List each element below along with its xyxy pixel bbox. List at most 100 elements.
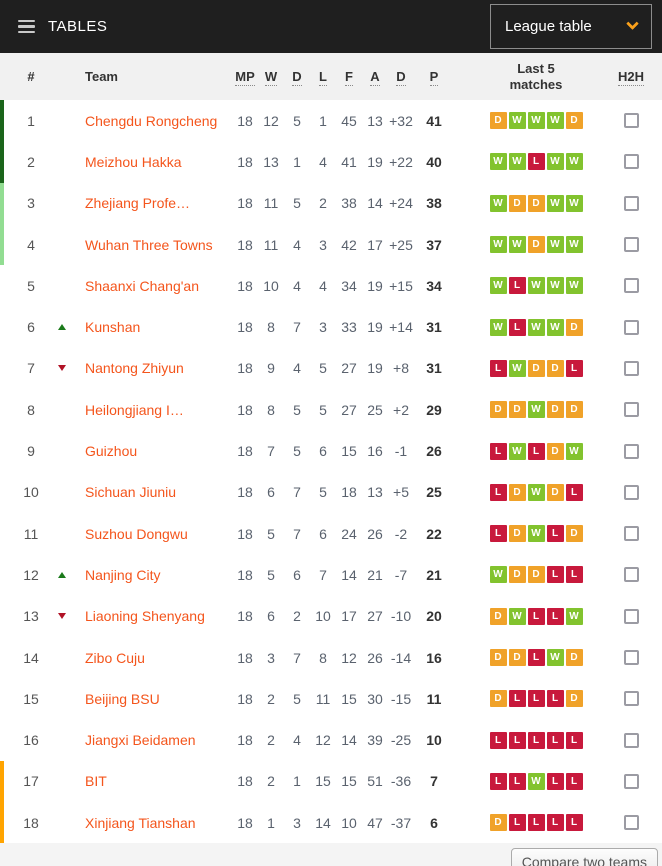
- form-badge[interactable]: D: [527, 194, 545, 212]
- table-row[interactable]: 16 Jiangxi Beidamen 18 2 4 12 14 39 -25 …: [0, 719, 662, 761]
- team-name[interactable]: Wuhan Three Towns: [85, 236, 213, 253]
- form-badge[interactable]: D: [489, 814, 507, 832]
- form-badge[interactable]: D: [565, 318, 583, 336]
- form-badge[interactable]: D: [508, 525, 526, 543]
- form-badge[interactable]: W: [508, 112, 526, 130]
- table-row[interactable]: 4 Wuhan Three Towns 18 11 4 3 42 17 +25 …: [0, 223, 662, 266]
- form-badge[interactable]: W: [527, 112, 545, 130]
- form-badge[interactable]: W: [489, 318, 507, 336]
- form-badge[interactable]: L: [527, 814, 545, 832]
- form-badge[interactable]: L: [489, 772, 507, 790]
- form-badge[interactable]: L: [546, 731, 564, 749]
- form-badge[interactable]: D: [489, 112, 507, 130]
- form-badge[interactable]: W: [546, 194, 564, 212]
- form-badge[interactable]: D: [565, 649, 583, 666]
- form-badge[interactable]: D: [527, 566, 545, 584]
- form-badge[interactable]: L: [489, 525, 507, 543]
- form-badge[interactable]: W: [489, 194, 507, 212]
- form-badge[interactable]: D: [546, 483, 564, 501]
- table-row[interactable]: 1 Chengdu Rongcheng 18 12 5 1 45 13 +32 …: [0, 100, 662, 142]
- table-row[interactable]: 18 Xinjiang Tianshan 18 1 3 14 10 47 -37…: [0, 802, 662, 844]
- form-badge[interactable]: W: [546, 236, 564, 254]
- form-badge[interactable]: W: [489, 566, 507, 584]
- h2h-checkbox[interactable]: [623, 526, 639, 542]
- form-badge[interactable]: L: [527, 442, 545, 460]
- form-badge[interactable]: W: [546, 112, 564, 130]
- compare-two-teams-button[interactable]: Compare two teams: [510, 848, 658, 866]
- team-name[interactable]: Shaanxi Chang'an: [85, 277, 199, 294]
- team-name[interactable]: Beijing BSU: [85, 690, 160, 707]
- form-badge[interactable]: W: [527, 277, 545, 295]
- form-badge[interactable]: L: [508, 731, 526, 749]
- form-badge[interactable]: W: [565, 442, 583, 460]
- form-badge[interactable]: L: [508, 814, 526, 832]
- team-name[interactable]: Meizhou Hakka: [85, 153, 182, 170]
- h2h-checkbox[interactable]: [623, 650, 639, 665]
- team-name[interactable]: Nanjing City: [85, 566, 161, 583]
- h2h-checkbox[interactable]: [623, 113, 639, 129]
- form-badge[interactable]: D: [489, 690, 507, 708]
- form-badge[interactable]: L: [546, 525, 564, 543]
- form-badge[interactable]: W: [508, 359, 526, 377]
- form-badge[interactable]: W: [546, 318, 564, 336]
- form-badge[interactable]: L: [508, 318, 526, 336]
- form-badge[interactable]: L: [565, 772, 583, 790]
- form-badge[interactable]: D: [508, 194, 526, 212]
- form-badge[interactable]: L: [508, 277, 526, 295]
- team-name[interactable]: Chengdu Rongcheng: [85, 112, 218, 129]
- h2h-checkbox[interactable]: [623, 732, 639, 748]
- form-badge[interactable]: L: [565, 359, 583, 377]
- form-badge[interactable]: D: [565, 112, 583, 130]
- form-badge[interactable]: D: [546, 359, 564, 377]
- form-badge[interactable]: W: [546, 277, 564, 295]
- form-badge[interactable]: D: [508, 483, 526, 501]
- team-name[interactable]: Xinjiang Tianshan: [85, 814, 196, 831]
- h2h-checkbox[interactable]: [623, 278, 639, 294]
- team-name[interactable]: Sichuan Jiuniu: [85, 484, 177, 501]
- team-name[interactable]: Guizhou: [85, 443, 138, 460]
- form-badge[interactable]: D: [527, 236, 545, 254]
- h2h-checkbox[interactable]: [623, 815, 639, 831]
- team-name[interactable]: Zhejiang Profe…: [85, 195, 191, 212]
- form-badge[interactable]: D: [508, 566, 526, 584]
- form-badge[interactable]: W: [546, 153, 564, 171]
- form-badge[interactable]: D: [565, 401, 583, 419]
- h2h-checkbox[interactable]: [623, 443, 639, 459]
- form-badge[interactable]: D: [546, 401, 564, 419]
- form-badge[interactable]: W: [546, 649, 564, 666]
- form-badge[interactable]: W: [527, 318, 545, 336]
- form-badge[interactable]: D: [508, 401, 526, 419]
- form-badge[interactable]: W: [565, 607, 583, 625]
- form-badge[interactable]: W: [565, 236, 583, 254]
- form-badge[interactable]: L: [489, 359, 507, 377]
- form-badge[interactable]: D: [508, 649, 526, 666]
- form-badge[interactable]: D: [489, 649, 507, 666]
- form-badge[interactable]: D: [565, 690, 583, 708]
- team-name[interactable]: Jiangxi Beidamen: [85, 732, 196, 749]
- h2h-checkbox[interactable]: [623, 691, 639, 707]
- form-badge[interactable]: L: [489, 442, 507, 460]
- form-badge[interactable]: W: [527, 525, 545, 543]
- form-badge[interactable]: L: [527, 153, 545, 171]
- h2h-checkbox[interactable]: [623, 402, 639, 418]
- team-name[interactable]: BIT: [85, 773, 107, 790]
- form-badge[interactable]: W: [489, 277, 507, 295]
- form-badge[interactable]: L: [527, 649, 545, 666]
- h2h-checkbox[interactable]: [623, 154, 639, 170]
- h2h-checkbox[interactable]: [623, 360, 639, 376]
- form-badge[interactable]: L: [565, 814, 583, 832]
- table-type-dropdown[interactable]: League table: [490, 4, 652, 49]
- table-row[interactable]: 2 Meizhou Hakka 18 13 1 4 41 19 +22 40 W…: [0, 141, 662, 183]
- table-row[interactable]: 5 Shaanxi Chang'an 18 10 4 4 34 19 +15 3…: [0, 265, 662, 307]
- form-badge[interactable]: D: [527, 359, 545, 377]
- table-row[interactable]: 3 Zhejiang Profe… 18 11 5 2 38 14 +24 38…: [0, 182, 662, 224]
- form-badge[interactable]: L: [527, 731, 545, 749]
- form-badge[interactable]: W: [565, 277, 583, 295]
- form-badge[interactable]: W: [508, 153, 526, 171]
